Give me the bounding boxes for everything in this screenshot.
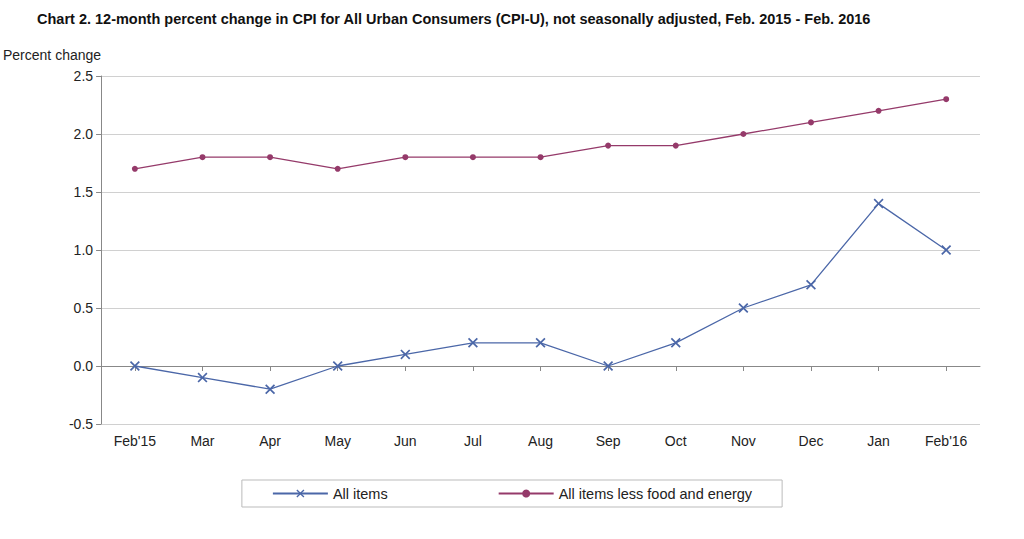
- svg-text:Jul: Jul: [464, 433, 482, 449]
- svg-text:Chart 2. 12-month percent chan: Chart 2. 12-month percent change in CPI …: [37, 11, 870, 27]
- svg-text:Nov: Nov: [731, 433, 756, 449]
- svg-text:2.5: 2.5: [74, 68, 94, 84]
- svg-text:1.0: 1.0: [74, 242, 94, 258]
- svg-text:0.0: 0.0: [74, 358, 94, 374]
- svg-text:0.5: 0.5: [74, 300, 94, 316]
- svg-text:Aug: Aug: [528, 433, 553, 449]
- svg-text:-0.5: -0.5: [69, 416, 93, 432]
- svg-text:May: May: [324, 433, 350, 449]
- svg-text:Feb'16: Feb'16: [925, 433, 968, 449]
- svg-text:Apr: Apr: [259, 433, 281, 449]
- svg-text:Feb'15: Feb'15: [114, 433, 157, 449]
- svg-text:Percent change: Percent change: [3, 47, 101, 63]
- svg-text:Jan: Jan: [867, 433, 890, 449]
- svg-text:Mar: Mar: [190, 433, 214, 449]
- svg-text:All items less food and energy: All items less food and energy: [559, 486, 753, 502]
- svg-text:Oct: Oct: [665, 433, 687, 449]
- svg-text:Dec: Dec: [799, 433, 824, 449]
- svg-text:All items: All items: [333, 486, 388, 502]
- svg-text:2.0: 2.0: [74, 126, 94, 142]
- svg-text:1.5: 1.5: [74, 184, 94, 200]
- svg-text:Jun: Jun: [394, 433, 417, 449]
- svg-text:Sep: Sep: [596, 433, 621, 449]
